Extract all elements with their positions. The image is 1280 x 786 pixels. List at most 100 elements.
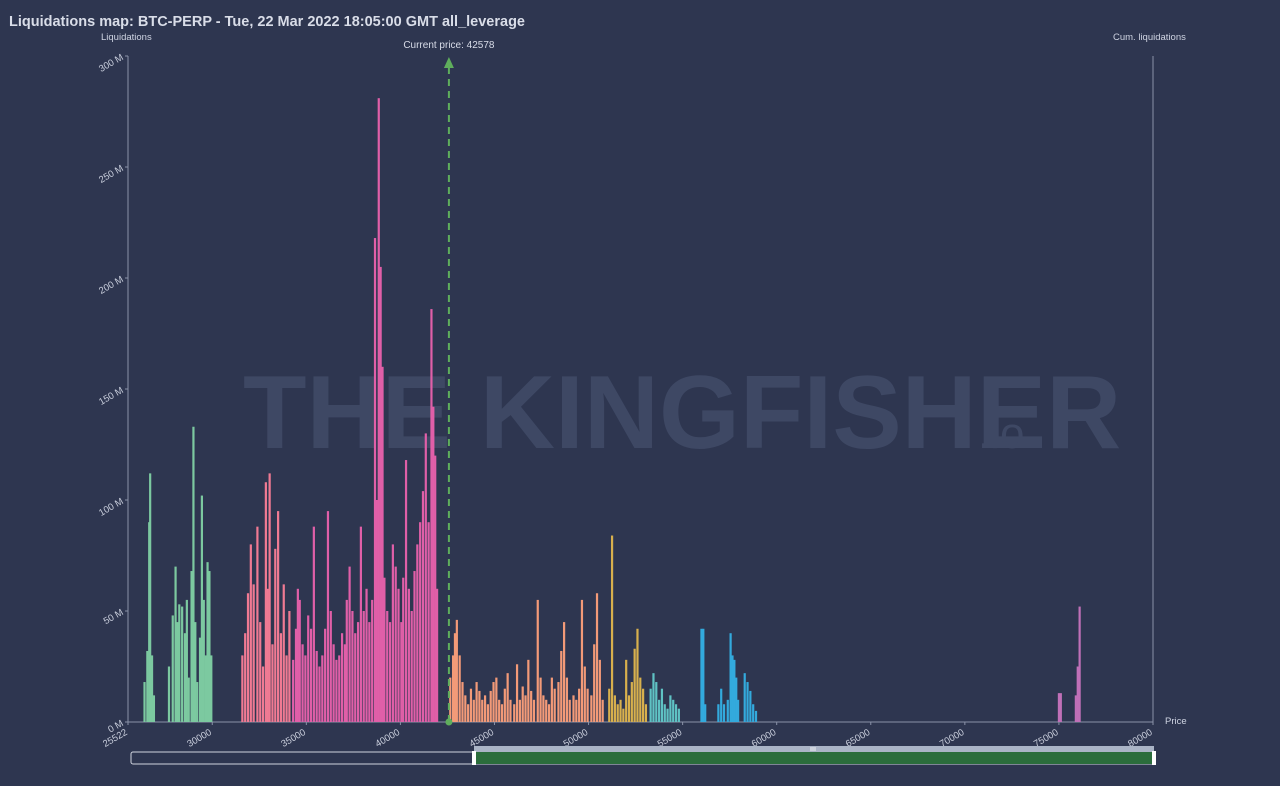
liquidation-bar	[194, 622, 197, 722]
liquidation-bar	[495, 677, 498, 722]
y2-axis-label: Cum. liquidations	[1113, 32, 1186, 43]
liquidation-bar	[486, 704, 489, 722]
liquidation-bar	[427, 522, 430, 722]
slider-handle-right[interactable]	[1152, 751, 1156, 765]
liquidation-bar	[532, 699, 536, 722]
liquidation-bar	[146, 650, 149, 722]
slider-handle-left[interactable]	[472, 751, 476, 765]
liquidation-bar	[704, 704, 707, 722]
liquidation-bar	[296, 588, 299, 722]
y-tick-label: 300 M	[97, 52, 125, 75]
liquidation-bar	[625, 659, 628, 722]
liquidation-bar	[658, 699, 661, 722]
liquidation-bar	[421, 491, 425, 722]
liquidation-bar	[256, 526, 259, 722]
liquidation-bar	[332, 644, 335, 722]
liquidation-bar	[183, 633, 187, 722]
liquidation-bar	[400, 622, 403, 722]
liquidation-bar	[348, 566, 351, 722]
liquidation-bar	[318, 666, 321, 722]
range-slider[interactable]	[130, 746, 1156, 765]
x-axis-label: Price	[1165, 716, 1187, 727]
liquidation-bar	[492, 682, 495, 722]
liquidation-bar	[1076, 666, 1079, 722]
liquidation-bar	[578, 688, 581, 722]
liquidation-bar	[449, 677, 452, 722]
liquidation-bar	[386, 611, 389, 722]
liquidation-bar	[674, 704, 678, 722]
liquidation-bar	[388, 622, 392, 722]
liquidation-bar	[430, 309, 433, 722]
liquidation-bar	[356, 622, 360, 722]
liquidation-bar	[669, 695, 672, 722]
liquidation-bar	[472, 699, 475, 722]
liquidation-bar	[202, 599, 205, 722]
liquidation-bar	[271, 644, 274, 722]
liquidation-bar	[731, 655, 734, 722]
liquidation-bar	[483, 695, 487, 722]
liquidation-bar	[282, 584, 285, 722]
liquidation-bar	[268, 473, 271, 722]
liquidation-bar	[434, 455, 437, 722]
liquidation-bar	[324, 628, 327, 722]
y-tick-label: 100 M	[97, 496, 125, 519]
liquidation-bar	[639, 677, 642, 722]
y-tick-label: 200 M	[97, 274, 125, 297]
liquidation-bar	[377, 98, 380, 723]
current-price-dot	[445, 718, 453, 726]
liquidation-bar	[536, 599, 539, 722]
liquidation-bar	[198, 637, 202, 722]
liquidation-bar	[416, 544, 419, 722]
liquidation-bar	[560, 650, 563, 722]
liquidation-bar	[513, 704, 516, 722]
liquidation-bar	[644, 704, 648, 722]
liquidation-bar	[365, 588, 368, 722]
liquidation-bar	[515, 664, 519, 722]
liquidation-bar	[630, 682, 633, 722]
liquidation-bar	[601, 699, 604, 722]
liquidation-bar	[397, 588, 400, 722]
liquidation-bar	[354, 633, 357, 722]
liquidation-bar	[149, 473, 152, 722]
liquidation-bar	[285, 655, 288, 722]
liquidation-bar	[527, 659, 530, 722]
liquidation-bar	[288, 611, 291, 722]
liquidation-bar	[737, 699, 740, 722]
kingfisher-watermark: THE KINGFISHER .io	[243, 355, 1121, 471]
liquidation-bar	[622, 708, 625, 722]
liquidation-bar	[176, 622, 179, 722]
liquidation-bar	[174, 566, 177, 722]
liquidation-bar	[553, 688, 556, 722]
liquidation-bar	[545, 699, 548, 722]
liquidation-bar	[722, 704, 726, 722]
liquidation-bar	[206, 562, 209, 722]
slider-selected-header[interactable]	[474, 746, 1154, 752]
liquidation-bar	[208, 571, 211, 722]
slider-selected-range[interactable]	[474, 752, 1154, 764]
liquidation-bar	[735, 677, 738, 722]
liquidation-bar	[274, 548, 277, 722]
liquidation-bar	[489, 690, 492, 722]
liquidation-bar	[264, 482, 267, 722]
liquidation-bar	[178, 604, 181, 722]
liquidation-bar	[413, 571, 416, 722]
liquidation-bar	[351, 611, 354, 722]
liquidation-bar	[150, 655, 154, 722]
watermark-text: THE KINGFISHER	[243, 355, 1121, 471]
liquidation-bar	[375, 500, 378, 722]
liquidation-bar	[461, 682, 464, 722]
liquidation-bar	[469, 688, 473, 722]
liquidation-bar	[210, 655, 213, 722]
y-tick-label: 250 M	[97, 163, 125, 186]
liquidation-bar	[509, 699, 512, 722]
liquidation-bar	[152, 695, 156, 722]
liquidation-bar	[419, 522, 422, 722]
liquidation-bar	[752, 704, 755, 722]
liquidation-bar	[655, 682, 658, 722]
liquidation-bar	[729, 633, 732, 722]
liquidation-bar	[196, 682, 199, 722]
liquidation-bar	[200, 495, 204, 722]
liquidation-bar	[593, 644, 596, 722]
liquidation-bar	[394, 566, 397, 722]
slider-grip-icon[interactable]	[810, 747, 816, 751]
